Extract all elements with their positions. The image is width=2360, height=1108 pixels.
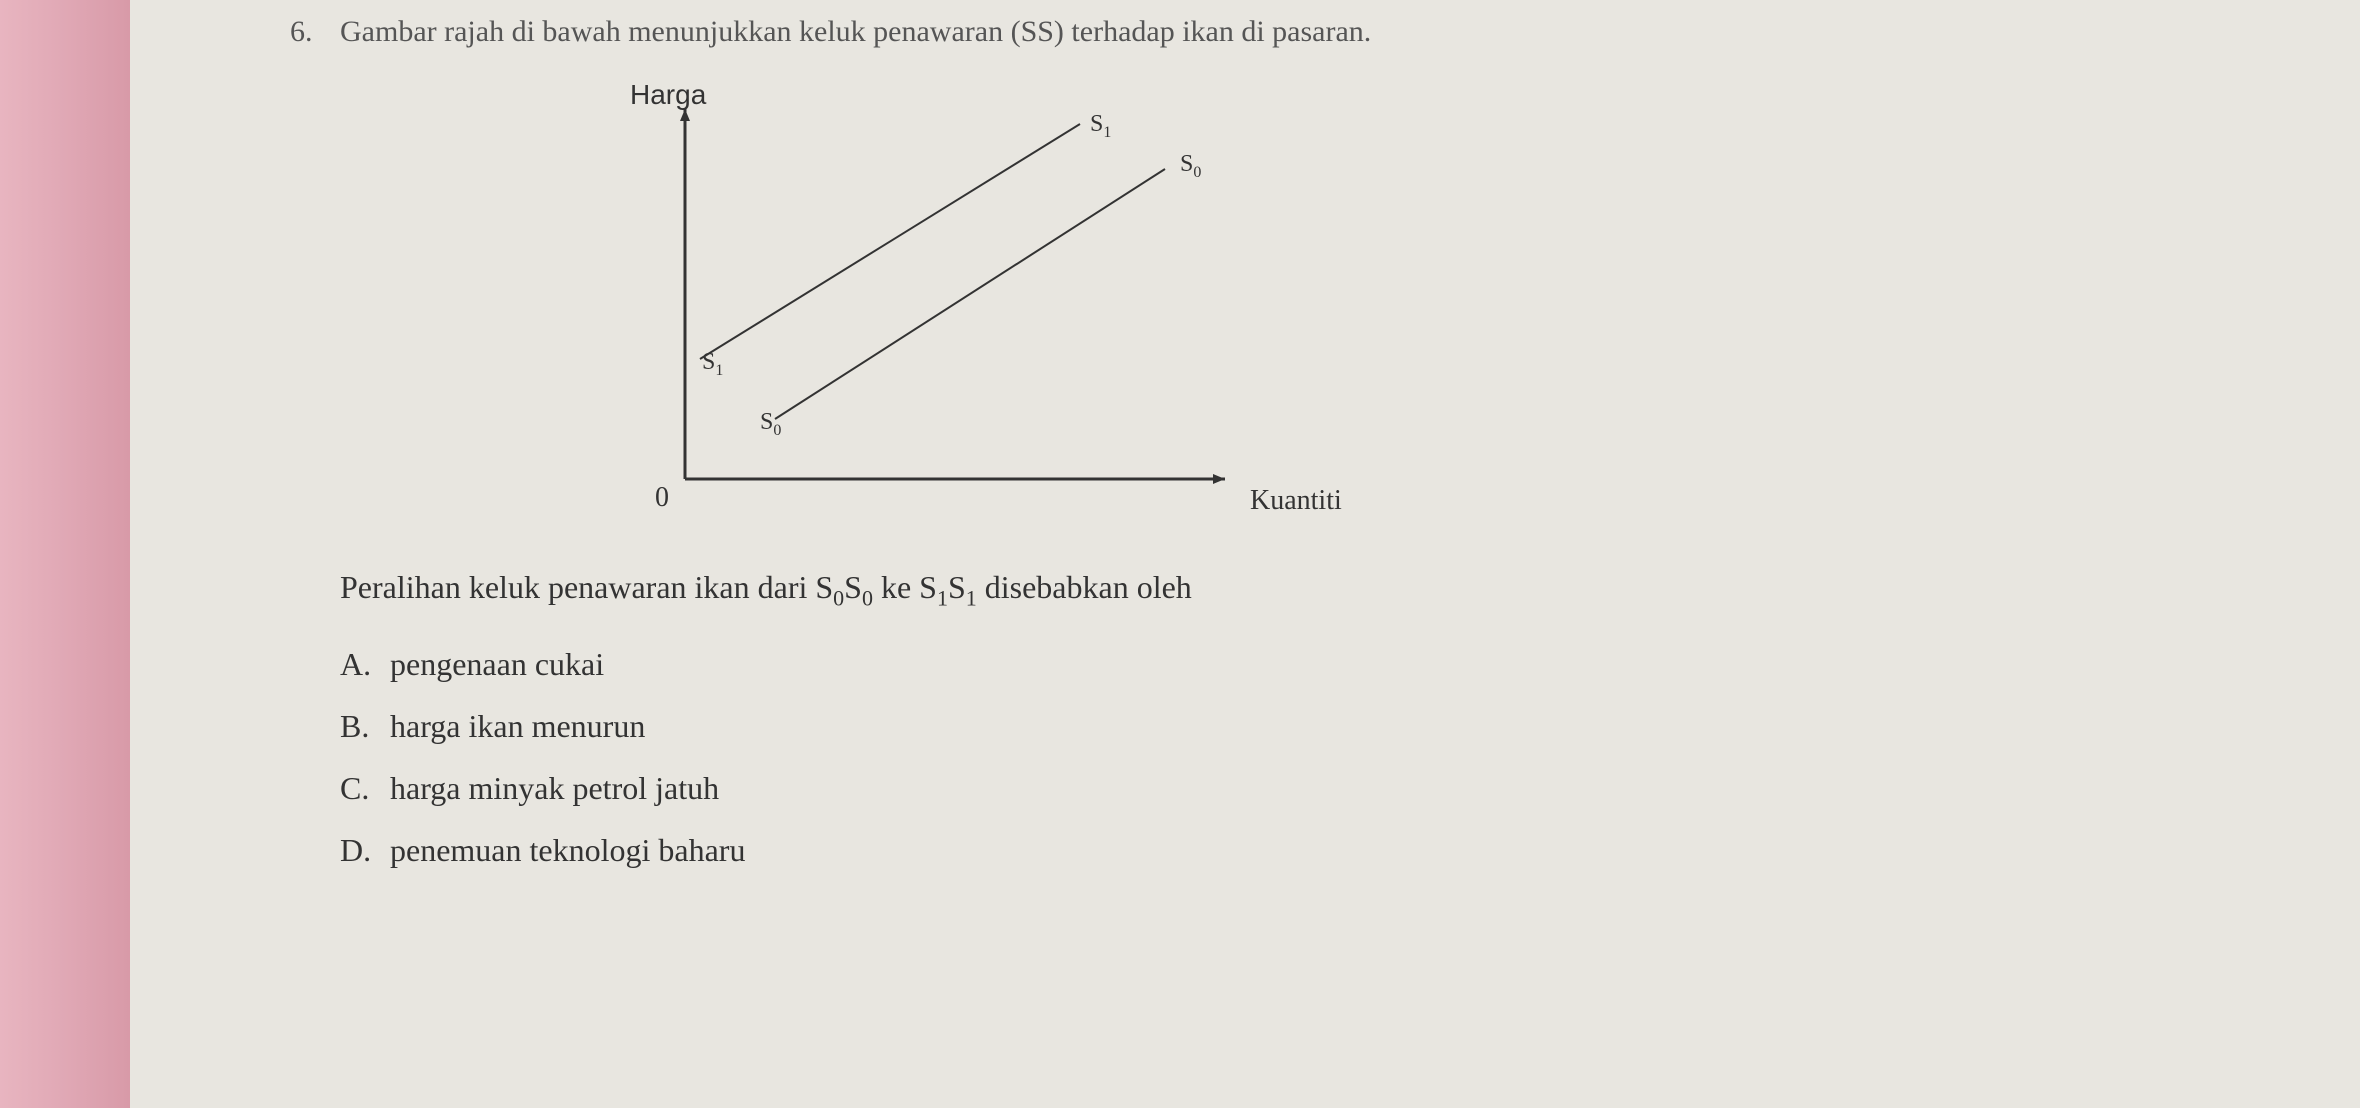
s1-label-top: S1 <box>1090 111 1111 142</box>
option-text: harga minyak petrol jatuh <box>390 770 719 807</box>
page-margin <box>0 0 130 1108</box>
option-text: harga ikan menurun <box>390 708 645 745</box>
option-text: penemuan teknologi baharu <box>390 832 745 869</box>
option-letter: B. <box>340 708 375 745</box>
chart-svg <box>680 109 1260 509</box>
question-row: 6. Gambar rajah di bawah menunjukkan kel… <box>290 15 2280 894</box>
option-b: B. harga ikan menurun <box>340 708 2280 745</box>
option-letter: D. <box>340 832 375 869</box>
option-d: D. penemuan teknologi baharu <box>340 832 2280 869</box>
s0-label-top: S0 <box>1180 151 1201 182</box>
y-axis-label: Harga <box>630 79 706 111</box>
supply-curve-chart: Harga S1 <box>590 79 1390 519</box>
x-axis-label: Kuantiti <box>1250 485 1342 517</box>
s0-curve <box>775 169 1165 419</box>
option-text: pengenaan cukai <box>390 646 604 683</box>
y-axis-arrow <box>680 109 690 121</box>
origin-label: 0 <box>655 482 669 514</box>
option-c: C. harga minyak petrol jatuh <box>340 770 2280 807</box>
question-number: 6. <box>290 15 320 894</box>
shift-question-text: Peralihan keluk penawaran ikan dari S0S0… <box>340 569 2280 611</box>
page-content: 6. Gambar rajah di bawah menunjukkan kel… <box>130 0 2360 1108</box>
option-letter: C. <box>340 770 375 807</box>
s1-curve <box>700 124 1080 359</box>
s1-label-bottom: S1 <box>702 349 723 380</box>
x-axis-arrow <box>1213 474 1225 484</box>
s0-label-bottom: S0 <box>760 409 781 440</box>
option-letter: A. <box>340 646 375 683</box>
option-a: A. pengenaan cukai <box>340 646 2280 683</box>
question-content: Gambar rajah di bawah menunjukkan keluk … <box>340 15 2280 894</box>
options-list: A. pengenaan cukai B. harga ikan menurun… <box>340 646 2280 869</box>
question-text: Gambar rajah di bawah menunjukkan keluk … <box>340 15 2280 49</box>
